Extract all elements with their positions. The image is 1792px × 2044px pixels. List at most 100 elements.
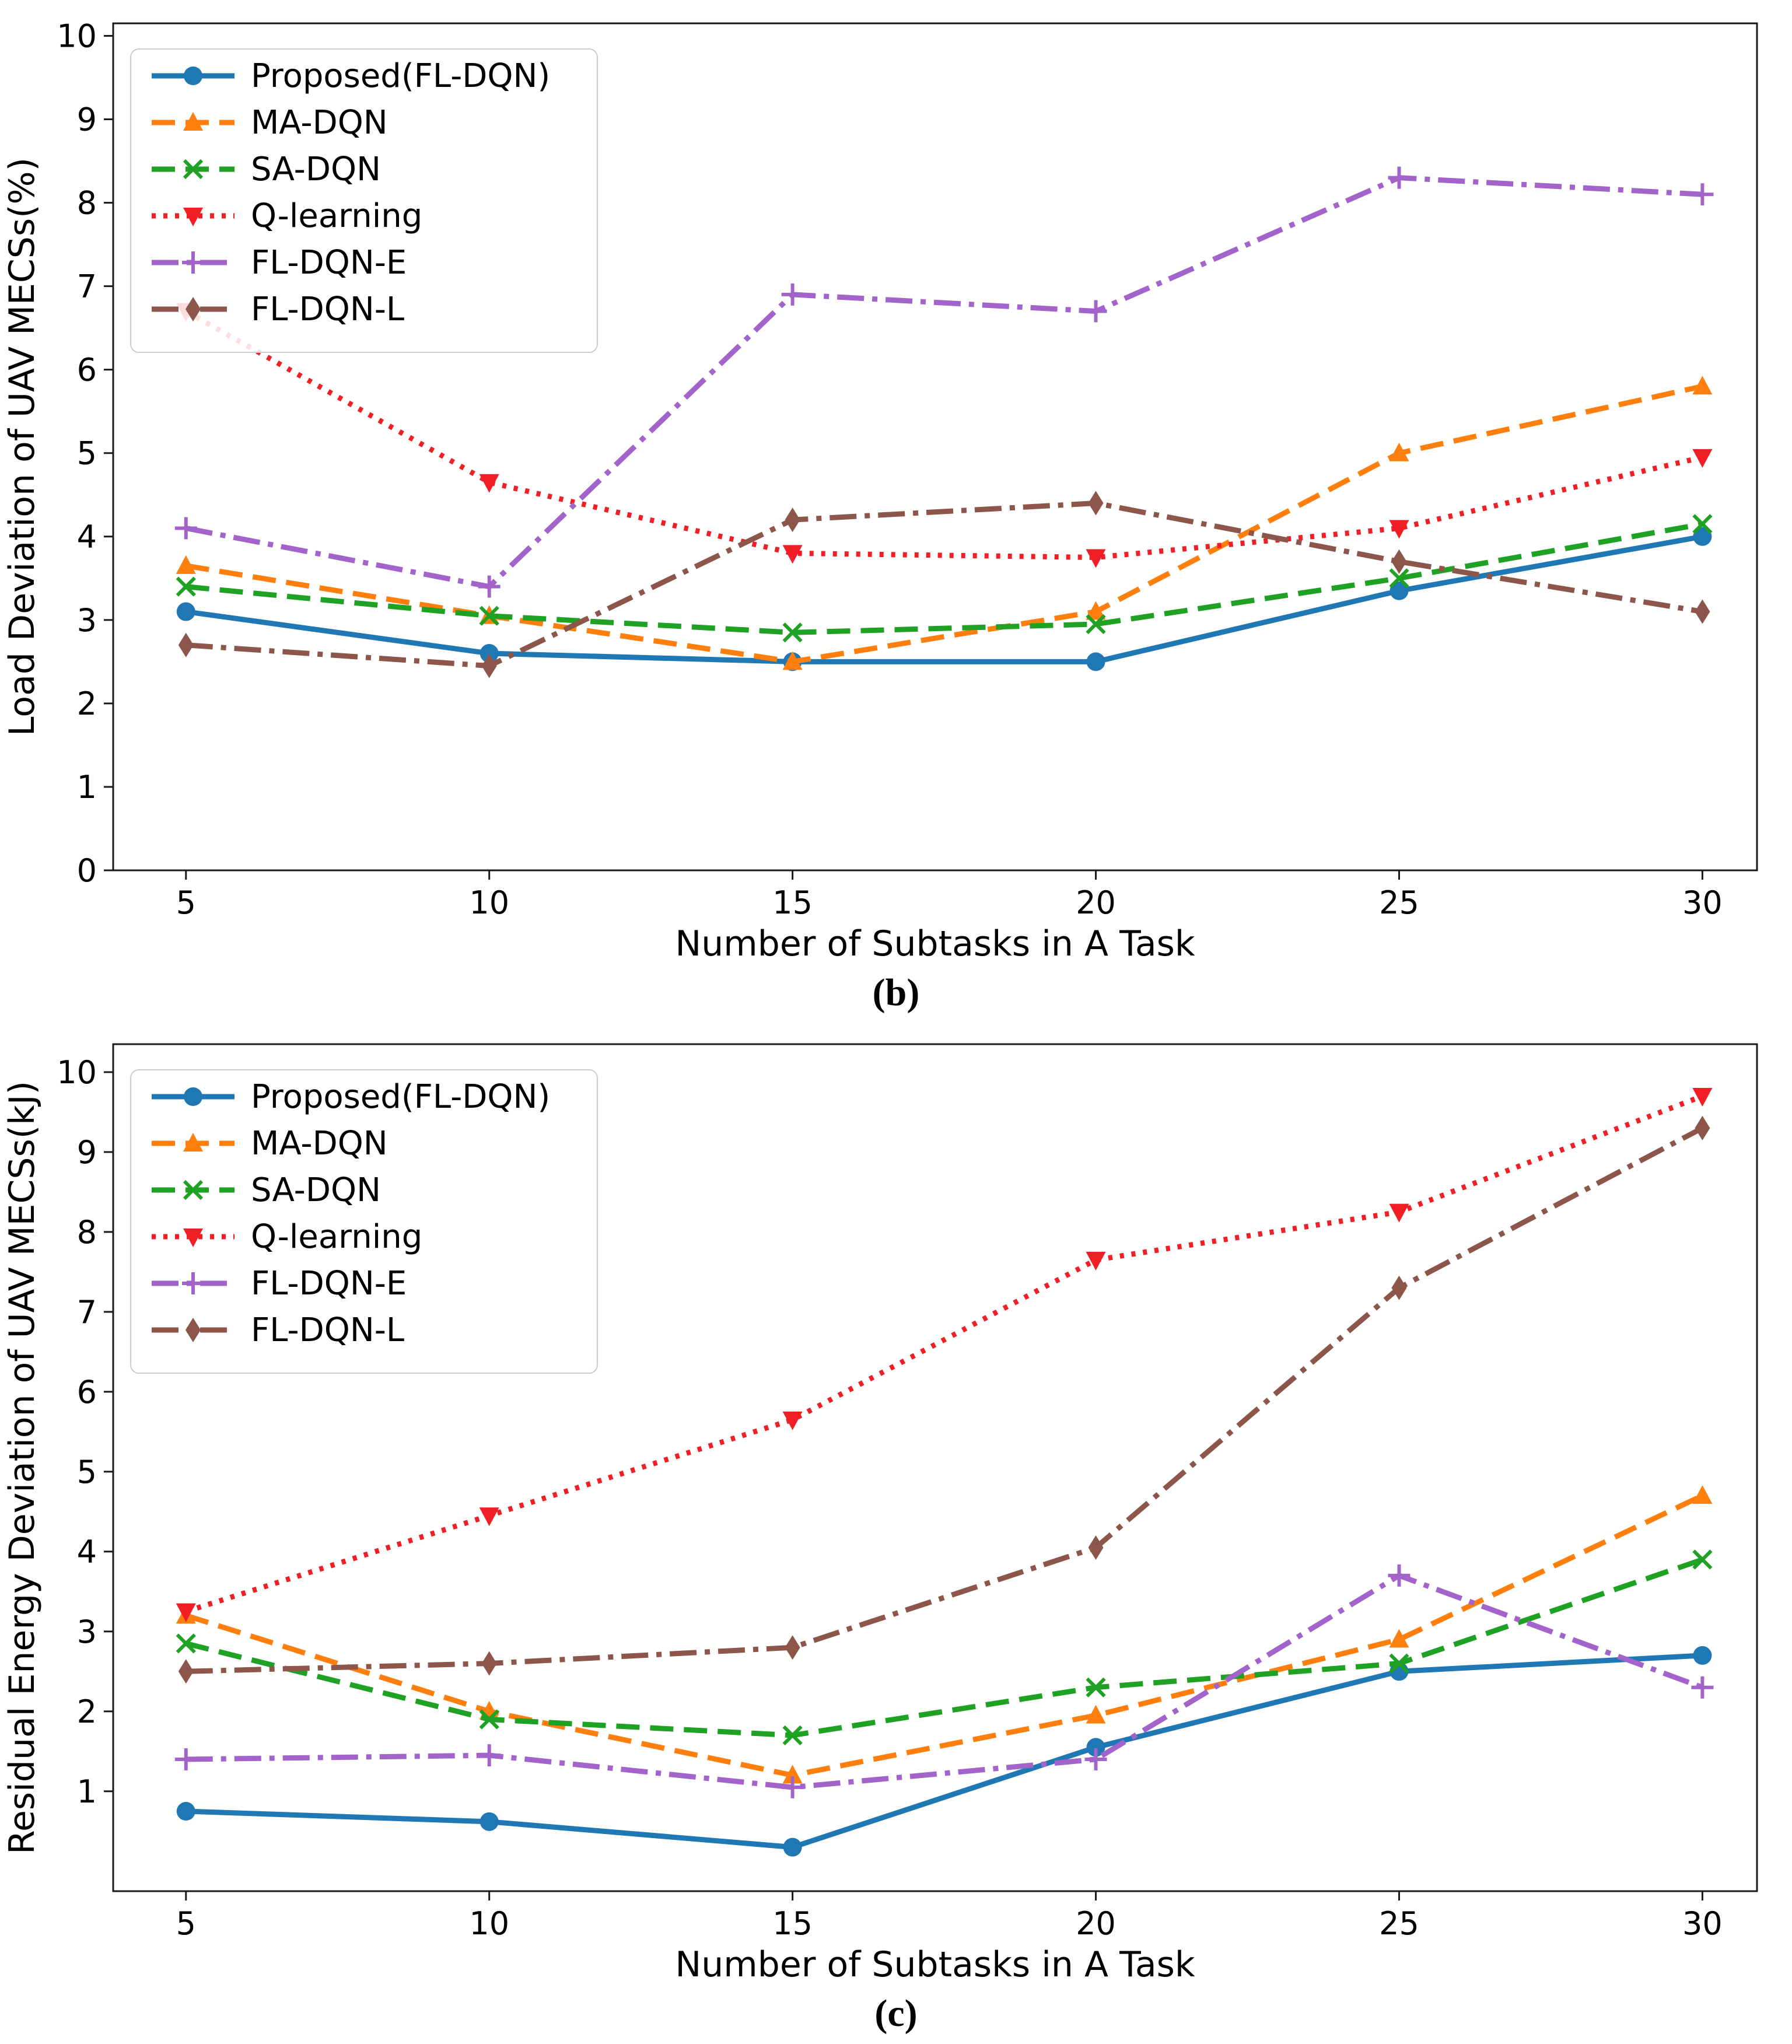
- plus-marker-icon: [781, 283, 804, 306]
- circle-marker-icon: [1086, 652, 1105, 671]
- data-point-ma-dqn-x30: [1692, 376, 1713, 395]
- plot-frame: [112, 1043, 1758, 1892]
- series-ma-dqn: [176, 1485, 1713, 1784]
- triangle-down-marker-icon: [1389, 1203, 1409, 1223]
- triangle-up-marker-icon: [1086, 601, 1106, 620]
- x-axis-label: Number of Subtasks in A Task: [675, 923, 1195, 964]
- plus-marker-icon: [174, 1748, 197, 1770]
- series-proposed-fl-dqn: [176, 1646, 1712, 1857]
- data-point-proposed-fl-dqn-x25: [1390, 581, 1409, 600]
- y-tick-label: 2: [77, 685, 97, 722]
- legend-label: Q-learning: [251, 1218, 422, 1256]
- x-tick-label: 30: [1682, 884, 1723, 921]
- x-tick-label: 20: [1076, 884, 1116, 921]
- legend-marker: [182, 251, 204, 274]
- triangle-down-marker-icon: [1389, 520, 1409, 539]
- x-marker-icon: [1086, 614, 1106, 635]
- data-point-fl-dqn-l-x20: [1088, 1535, 1104, 1560]
- data-point-fl-dqn-l-x5: [178, 632, 194, 657]
- triangle-up-marker-icon: [1692, 376, 1713, 395]
- y-tick-label: 2: [77, 1693, 97, 1730]
- triangle-up-marker-icon: [1389, 442, 1409, 461]
- data-point-fl-dqn-l-x15: [785, 1635, 800, 1660]
- y-tick-label: 4: [77, 1534, 97, 1570]
- y-tick-label: 9: [77, 1134, 97, 1171]
- plot-frame: [112, 22, 1758, 872]
- legend-item-proposed-fl-dqn: Proposed(FL-DQN): [152, 57, 550, 95]
- data-point-fl-dqn-e-x10: [478, 575, 501, 598]
- diamond-marker-icon: [785, 508, 800, 533]
- plus-marker-icon: [478, 1744, 501, 1767]
- data-point-fl-dqn-e-x30: [1691, 183, 1714, 206]
- data-point-fl-dqn-l-x25: [1391, 549, 1407, 574]
- legend-item-fl-dqn-l: FL-DQN-L: [152, 1311, 404, 1349]
- data-point-proposed-fl-dqn-x20: [1086, 652, 1105, 671]
- x-marker-icon: [1389, 568, 1409, 589]
- diamond-marker-icon: [1391, 1275, 1407, 1300]
- legend-marker: [183, 159, 204, 180]
- data-point-sa-dqn-x15: [782, 622, 803, 643]
- chart-c-canvas: 1 2 3 4 5 6 7 8 9 10 5 10 15 20 25 30 Number of Subtasks…: [2, 1043, 1758, 1985]
- plus-marker-icon: [182, 1272, 204, 1294]
- triangle-down-marker-icon: [176, 1603, 196, 1622]
- x-tick-label: 5: [176, 884, 196, 921]
- data-point-proposed-fl-dqn-x10: [480, 1812, 499, 1831]
- legend-label: Q-learning: [251, 197, 422, 235]
- x-marker-icon: [176, 1633, 196, 1654]
- data-point-ma-dqn-x20: [1086, 601, 1106, 620]
- series-line-ma-dqn: [186, 383, 1703, 664]
- legend-item-fl-dqn-e: FL-DQN-E: [152, 244, 407, 282]
- series-fl-dqn-l: [178, 1115, 1710, 1684]
- y-tick-label: 8: [77, 1214, 97, 1251]
- plus-marker-icon: [1084, 300, 1107, 323]
- data-point-q-learning-x15: [782, 1411, 803, 1430]
- diamond-marker-icon: [178, 632, 194, 657]
- series-line-fl-dqn-l: [186, 501, 1703, 669]
- y-tick-label: 1: [77, 1773, 97, 1810]
- data-point-proposed-fl-dqn-x15: [783, 1838, 802, 1857]
- series-line-q-learning: [184, 309, 1703, 561]
- legend-label: FL-DQN-L: [251, 290, 404, 328]
- plus-marker-icon: [478, 575, 501, 598]
- x-tick-label: 15: [772, 1905, 813, 1942]
- series-line-fl-dqn-e: [186, 1572, 1703, 1790]
- data-point-fl-dqn-e-x25: [1388, 166, 1410, 189]
- diamond-marker-icon: [1088, 491, 1104, 516]
- data-point-sa-dqn-x25: [1389, 568, 1409, 589]
- data-point-fl-dqn-e-x5: [174, 517, 197, 540]
- x-marker-icon: [782, 622, 803, 643]
- y-tick-label: 3: [77, 1614, 97, 1650]
- data-point-sa-dqn-x10: [479, 1709, 499, 1730]
- data-point-q-learning-x20: [1086, 1251, 1106, 1270]
- chart-b: 0 1 2 3 4 5 6 7 8 9 10 5 10 15 20 25 30 Number of Subtask…: [0, 0, 1792, 968]
- series-fl-dqn-e: [174, 1564, 1714, 1798]
- data-point-q-learning-x10: [479, 474, 499, 493]
- triangle-down-marker-icon: [782, 545, 803, 564]
- legend-item-ma-dqn: MA-DQN: [152, 104, 388, 142]
- data-point-q-learning-x25: [1389, 520, 1409, 539]
- y-tick-label: 5: [77, 435, 97, 472]
- data-point-proposed-fl-dqn-x10: [480, 644, 499, 663]
- circle-marker-icon: [1693, 527, 1712, 546]
- circle-marker-icon: [783, 1838, 802, 1857]
- chart-b-canvas: 0 1 2 3 4 5 6 7 8 9 10 5 10 15 20 25 30 Number of Subtask…: [2, 18, 1758, 964]
- data-point-q-learning-x5: [176, 1603, 196, 1622]
- x-tick-label: 25: [1379, 1905, 1419, 1942]
- y-tick-label: 6: [77, 1374, 97, 1410]
- data-point-sa-dqn-x20: [1086, 614, 1106, 635]
- circle-marker-icon: [1086, 1738, 1105, 1757]
- data-point-fl-dqn-e-x20: [1084, 1748, 1107, 1770]
- data-point-ma-dqn-x15: [782, 651, 803, 670]
- data-point-ma-dqn-x30: [1692, 1485, 1713, 1504]
- y-tick-label: 0: [77, 852, 97, 889]
- legend-marker: [184, 66, 202, 85]
- diamond-marker-icon: [1088, 1535, 1104, 1560]
- data-point-sa-dqn-x15: [782, 1725, 803, 1746]
- legend-label: Proposed(FL-DQN): [251, 57, 550, 95]
- legend-box: [130, 48, 598, 353]
- series-line-fl-dqn-e: [185, 175, 1703, 590]
- legend-label: FL-DQN-E: [251, 244, 407, 282]
- x-marker-icon: [1086, 1677, 1106, 1698]
- data-point-proposed-fl-dqn-x30: [1693, 1646, 1712, 1665]
